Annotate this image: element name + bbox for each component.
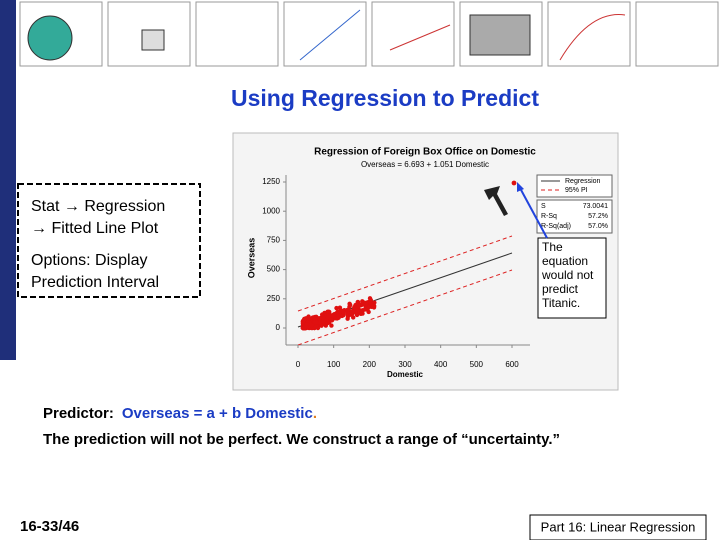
instruction: Prediction Interval bbox=[31, 274, 159, 291]
scatter-dot bbox=[321, 315, 326, 321]
scatter-dot bbox=[307, 316, 313, 321]
x-tick-label: 0 bbox=[296, 360, 301, 369]
scatter-dot bbox=[326, 309, 331, 314]
page-number: 16-33/46 bbox=[20, 518, 79, 535]
scatter-dot bbox=[364, 300, 369, 305]
side-bar bbox=[0, 0, 16, 360]
scatter-dot bbox=[345, 308, 350, 313]
scatter-dot bbox=[511, 180, 517, 186]
x-tick-label: 300 bbox=[398, 360, 412, 369]
scatter-dot bbox=[369, 303, 375, 308]
scatter-dot bbox=[300, 319, 306, 325]
scatter-dot bbox=[363, 307, 369, 312]
scatter-dot bbox=[347, 301, 352, 307]
callout-arrowhead bbox=[517, 182, 524, 192]
predictor-equation: Overseas = a + b Domestic bbox=[122, 405, 313, 422]
x-tick-label: 100 bbox=[327, 360, 341, 369]
callout: The equation would not predict Titanic. bbox=[542, 240, 594, 310]
figure-title: Regression of Foreign Box Office on Dome… bbox=[314, 147, 536, 158]
instruction: Options: Display bbox=[31, 252, 148, 269]
scatter-dot bbox=[302, 325, 307, 331]
scatter-dot bbox=[319, 312, 325, 317]
x-tick-label: 400 bbox=[434, 360, 448, 369]
x-tick-label: 600 bbox=[505, 360, 519, 369]
scatter-dot bbox=[345, 316, 350, 321]
legend-label: Regression bbox=[565, 178, 601, 185]
x-axis-label: Domestic bbox=[387, 370, 424, 379]
note: The prediction will not be perfect. We c… bbox=[43, 431, 560, 448]
y-axis-label: Overseas bbox=[246, 238, 256, 279]
y-tick-label: 0 bbox=[276, 323, 281, 332]
scatter-dot bbox=[359, 308, 364, 313]
footer: Part 16: Linear Regression bbox=[541, 519, 696, 534]
instruction: → Fitted Line Plot bbox=[31, 220, 159, 237]
scatter-dot bbox=[341, 310, 346, 315]
stat-value: 57.0% bbox=[588, 223, 608, 230]
figure-subtitle: Overseas = 6.693 + 1.051 Domestic bbox=[361, 160, 489, 169]
slide-title: Using Regression to Predict bbox=[231, 85, 539, 111]
scatter-dot bbox=[329, 317, 334, 322]
scatter-dot bbox=[367, 296, 373, 301]
thumbnails bbox=[19, 1, 719, 67]
scatter-dot bbox=[325, 320, 331, 326]
callout-arrow bbox=[519, 187, 548, 239]
scatter-dot bbox=[336, 315, 341, 320]
stat-name: R-Sq(adj) bbox=[541, 223, 571, 230]
y-tick-label: 250 bbox=[267, 294, 281, 303]
pi-upper bbox=[297, 235, 513, 312]
x-tick-label: 500 bbox=[470, 360, 484, 369]
scatter-dot bbox=[349, 309, 355, 314]
scatter-dot bbox=[351, 315, 356, 320]
footer-box bbox=[529, 514, 707, 540]
scatter-dot bbox=[319, 323, 324, 328]
scatter-dot bbox=[337, 309, 342, 314]
stat-value: 57.2% bbox=[588, 213, 608, 220]
x-tick-label: 200 bbox=[363, 360, 377, 369]
y-tick-label: 500 bbox=[267, 265, 281, 274]
callout-box bbox=[537, 237, 607, 319]
y-tick-label: 1250 bbox=[262, 177, 280, 186]
y-tick-label: 1000 bbox=[262, 206, 280, 215]
scatter-dot bbox=[334, 305, 339, 311]
legend-label: 95% PI bbox=[565, 187, 588, 194]
stat-value: 73.0041 bbox=[583, 203, 608, 210]
scatter-dot bbox=[353, 307, 359, 312]
predictor-label: Predictor: bbox=[43, 405, 114, 422]
instruction: Stat → Regression bbox=[31, 198, 165, 215]
y-tick-label: 750 bbox=[267, 236, 281, 245]
predictor-period: . bbox=[313, 405, 317, 422]
scatter-dot bbox=[309, 322, 314, 328]
predictor: Predictor: Overseas = a + b Domestic. bbox=[43, 405, 317, 422]
callout-text: The equation would not predict Titanic. bbox=[542, 240, 594, 310]
scatter-dot bbox=[329, 323, 334, 328]
stats-box bbox=[536, 199, 613, 234]
pi-lower bbox=[297, 269, 513, 346]
scatter-dot bbox=[330, 313, 336, 318]
rotated-arrow bbox=[484, 186, 508, 216]
stat-name: S bbox=[541, 203, 546, 210]
scatter-dot bbox=[356, 303, 361, 309]
stat-name: R-Sq bbox=[541, 213, 557, 220]
instruction-box bbox=[17, 183, 201, 298]
